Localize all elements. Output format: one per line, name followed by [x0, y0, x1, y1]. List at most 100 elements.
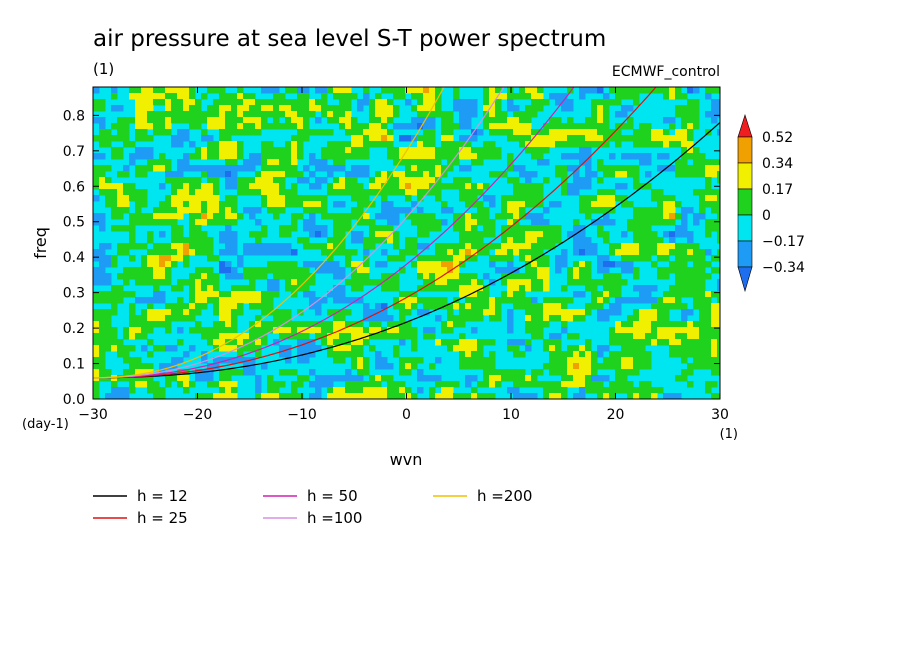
field-cell — [669, 219, 676, 226]
field-cell — [195, 207, 202, 214]
field-cell — [363, 303, 370, 310]
field-cell — [657, 153, 664, 160]
field-cell — [309, 303, 316, 310]
field-cell — [567, 315, 574, 322]
field-cell — [171, 141, 178, 148]
field-cell — [363, 87, 370, 94]
field-cell — [291, 381, 298, 388]
field-cell — [351, 363, 358, 370]
field-cell — [339, 153, 346, 160]
field-cell — [159, 111, 166, 118]
field-cell — [417, 267, 424, 274]
field-cell — [537, 315, 544, 322]
field-cell — [171, 285, 178, 292]
field-cell — [663, 129, 670, 136]
field-cell — [129, 237, 136, 244]
field-cell — [129, 159, 136, 166]
field-cell — [333, 225, 340, 232]
field-cell — [603, 99, 610, 106]
field-cell — [579, 153, 586, 160]
field-cell — [213, 333, 220, 340]
field-cell — [321, 321, 328, 328]
field-cell — [231, 291, 238, 298]
field-cell — [111, 183, 118, 190]
field-cell — [519, 171, 526, 178]
field-cell — [471, 309, 478, 316]
field-cell — [285, 201, 292, 208]
field-cell — [687, 369, 694, 376]
field-cell — [459, 291, 466, 298]
field-cell — [357, 165, 364, 172]
field-cell — [699, 273, 706, 280]
field-cell — [135, 165, 142, 172]
field-cell — [147, 117, 154, 124]
field-cell — [141, 369, 148, 376]
field-cell — [555, 297, 562, 304]
field-cell — [375, 99, 382, 106]
field-cell — [105, 339, 112, 346]
field-cell — [513, 225, 520, 232]
field-cell — [141, 165, 148, 172]
field-cell — [681, 327, 688, 334]
field-cell — [387, 333, 394, 340]
field-cell — [297, 345, 304, 352]
field-cell — [477, 279, 484, 286]
field-cell — [555, 231, 562, 238]
field-cell — [195, 321, 202, 328]
field-cell — [537, 159, 544, 166]
field-cell — [213, 303, 220, 310]
field-cell — [363, 369, 370, 376]
field-cell — [183, 207, 190, 214]
field-cell — [267, 381, 274, 388]
field-cell — [231, 357, 238, 364]
field-cell — [435, 303, 442, 310]
field-cell — [705, 87, 712, 94]
field-cell — [339, 141, 346, 148]
field-cell — [261, 249, 268, 256]
field-cell — [201, 111, 208, 118]
field-cell — [219, 129, 226, 136]
field-cell — [435, 297, 442, 304]
field-cell — [153, 165, 160, 172]
field-cell — [135, 111, 142, 118]
field-cell — [459, 273, 466, 280]
field-cell — [591, 129, 598, 136]
field-cell — [225, 369, 232, 376]
field-cell — [213, 177, 220, 184]
field-cell — [375, 111, 382, 118]
field-cell — [261, 327, 268, 334]
field-cell — [147, 321, 154, 328]
field-cell — [435, 183, 442, 190]
field-cell — [273, 339, 280, 346]
field-cell — [483, 123, 490, 130]
field-cell — [375, 381, 382, 388]
field-cell — [645, 153, 652, 160]
field-cell — [357, 153, 364, 160]
field-cell — [699, 303, 706, 310]
field-cell — [93, 171, 100, 178]
field-cell — [519, 225, 526, 232]
field-cell — [561, 261, 568, 268]
field-cell — [177, 87, 184, 94]
field-cell — [699, 171, 706, 178]
field-cell — [357, 129, 364, 136]
field-cell — [261, 333, 268, 340]
field-cell — [447, 273, 454, 280]
field-cell — [597, 165, 604, 172]
field-cell — [357, 207, 364, 214]
field-cell — [615, 309, 622, 316]
field-cell — [219, 345, 226, 352]
field-cell — [387, 111, 394, 118]
field-cell — [393, 381, 400, 388]
field-cell — [339, 111, 346, 118]
field-cell — [231, 315, 238, 322]
field-cell — [153, 261, 160, 268]
field-cell — [681, 357, 688, 364]
field-cell — [339, 393, 346, 399]
field-cell — [231, 333, 238, 340]
field-cell — [261, 183, 268, 190]
field-cell — [633, 237, 640, 244]
field-cell — [681, 279, 688, 286]
field-cell — [357, 285, 364, 292]
field-cell — [117, 213, 124, 220]
